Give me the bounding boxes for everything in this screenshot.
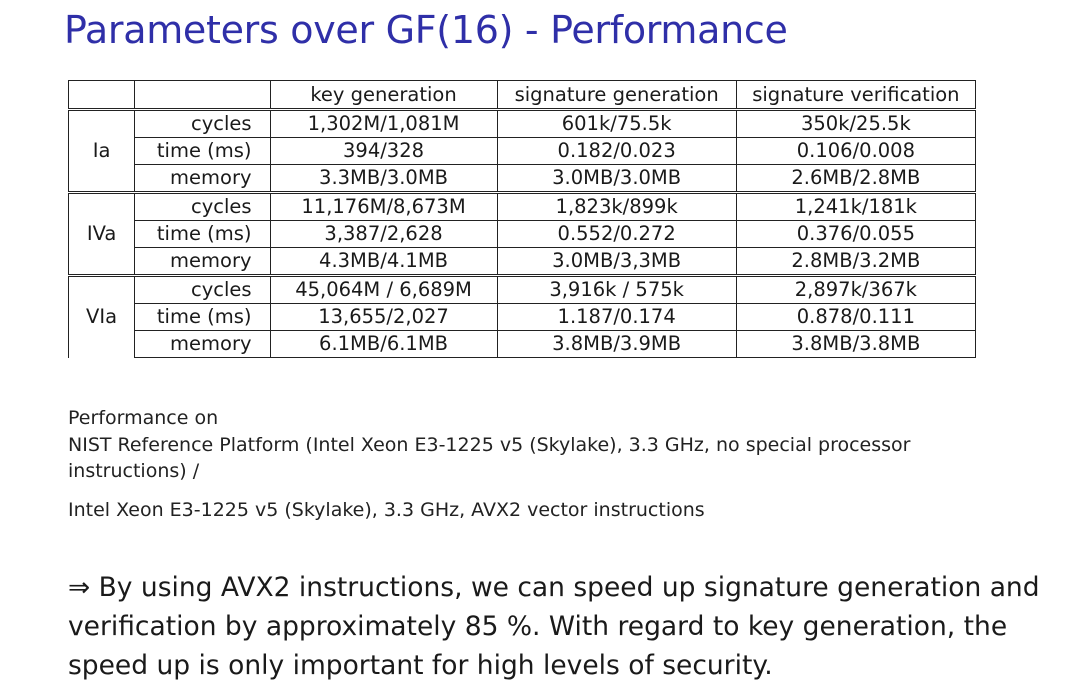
metric-label: time (ms) bbox=[134, 303, 271, 331]
signature-verification-value: 0.106/0.008 bbox=[735, 137, 977, 165]
signature-generation-value: 1.187/0.174 bbox=[496, 303, 737, 331]
key-generation-value: 11,176M/8,673M bbox=[269, 191, 498, 221]
key-generation-value: 3.3MB/3.0MB bbox=[269, 164, 498, 193]
table-row: memory 3.3MB/3.0MB 3.0MB/3.0MB 2.6MB/2.8… bbox=[69, 164, 977, 193]
metric-label: cycles bbox=[134, 108, 271, 138]
header-cell-metric bbox=[134, 80, 271, 110]
signature-generation-value: 3.0MB/3.0MB bbox=[496, 164, 737, 193]
security-level-label: VIa bbox=[67, 274, 136, 358]
metric-label: cycles bbox=[134, 191, 271, 221]
signature-generation-value: 0.552/0.272 bbox=[496, 220, 737, 248]
header-cell-level bbox=[67, 80, 136, 110]
key-generation-value: 394/328 bbox=[269, 137, 498, 165]
metric-label: memory bbox=[134, 164, 271, 193]
performance-table: key generation signature generation sign… bbox=[67, 80, 977, 358]
header-signature-verification: signature verification bbox=[735, 80, 977, 110]
table-row: memory 6.1MB/6.1MB 3.8MB/3.9MB 3.8MB/3.8… bbox=[69, 330, 977, 358]
signature-verification-value: 0.878/0.111 bbox=[735, 303, 977, 331]
performance-note-intro: Performance on bbox=[68, 407, 219, 429]
key-generation-value: 3,387/2,628 bbox=[269, 220, 498, 248]
signature-generation-value: 3.8MB/3.9MB bbox=[496, 330, 737, 358]
key-generation-value: 1,302M/1,081M bbox=[269, 108, 498, 138]
key-generation-value: 13,655/2,027 bbox=[269, 303, 498, 331]
table-row: time (ms) 13,655/2,027 1.187/0.174 0.878… bbox=[69, 303, 977, 331]
signature-verification-value: 3.8MB/3.8MB bbox=[735, 330, 977, 358]
signature-generation-value: 3,916k / 575k bbox=[496, 274, 737, 304]
key-generation-value: 6.1MB/6.1MB bbox=[269, 330, 498, 358]
security-level-label: Ia bbox=[67, 108, 136, 193]
signature-generation-value: 1,823k/899k bbox=[496, 191, 737, 221]
table-row: IVa cycles 11,176M/8,673M 1,823k/899k 1,… bbox=[67, 191, 977, 276]
header-key-generation: key generation bbox=[269, 80, 498, 110]
header-signature-generation: signature generation bbox=[496, 80, 737, 110]
metric-label: memory bbox=[134, 330, 271, 358]
metric-label: time (ms) bbox=[134, 137, 271, 165]
signature-verification-value: 2.6MB/2.8MB bbox=[735, 164, 977, 193]
table-row: time (ms) 3,387/2,628 0.552/0.272 0.376/… bbox=[69, 220, 977, 248]
signature-verification-value: 0.376/0.055 bbox=[735, 220, 977, 248]
table-row: memory 4.3MB/4.1MB 3.0MB/3,3MB 2.8MB/3.2… bbox=[69, 247, 977, 276]
metric-label: memory bbox=[134, 247, 271, 276]
key-generation-value: 45,064M / 6,689M bbox=[269, 274, 498, 304]
table-row: Ia cycles 1,302M/1,081M 601k/75.5k 350k/… bbox=[67, 108, 977, 193]
signature-verification-value: 1,241k/181k bbox=[735, 191, 977, 221]
conclusion-text: ⇒ By using AVX2 instructions, we can spe… bbox=[68, 572, 1040, 681]
performance-note-avx2-platform: Intel Xeon E3-1225 v5 (Skylake), 3.3 GHz… bbox=[68, 499, 705, 521]
slide-title: Parameters over GF(16) - Performance bbox=[64, 8, 788, 52]
metric-label: time (ms) bbox=[134, 220, 271, 248]
security-level-label: IVa bbox=[67, 191, 136, 276]
signature-verification-value: 2,897k/367k bbox=[735, 274, 977, 304]
signature-verification-value: 2.8MB/3.2MB bbox=[735, 247, 977, 276]
table-row: VIa cycles 45,064M / 6,689M 3,916k / 575… bbox=[67, 274, 977, 358]
signature-generation-value: 3.0MB/3,3MB bbox=[496, 247, 737, 276]
metric-label: cycles bbox=[134, 274, 271, 304]
table-row: time (ms) 394/328 0.182/0.023 0.106/0.00… bbox=[69, 137, 977, 165]
signature-generation-value: 0.182/0.023 bbox=[496, 137, 737, 165]
signature-verification-value: 350k/25.5k bbox=[735, 108, 977, 138]
key-generation-value: 4.3MB/4.1MB bbox=[269, 247, 498, 276]
performance-note-reference-platform: NIST Reference Platform (Intel Xeon E3-1… bbox=[68, 434, 911, 482]
table-header-row: key generation signature generation sign… bbox=[67, 80, 977, 110]
signature-generation-value: 601k/75.5k bbox=[496, 108, 737, 138]
